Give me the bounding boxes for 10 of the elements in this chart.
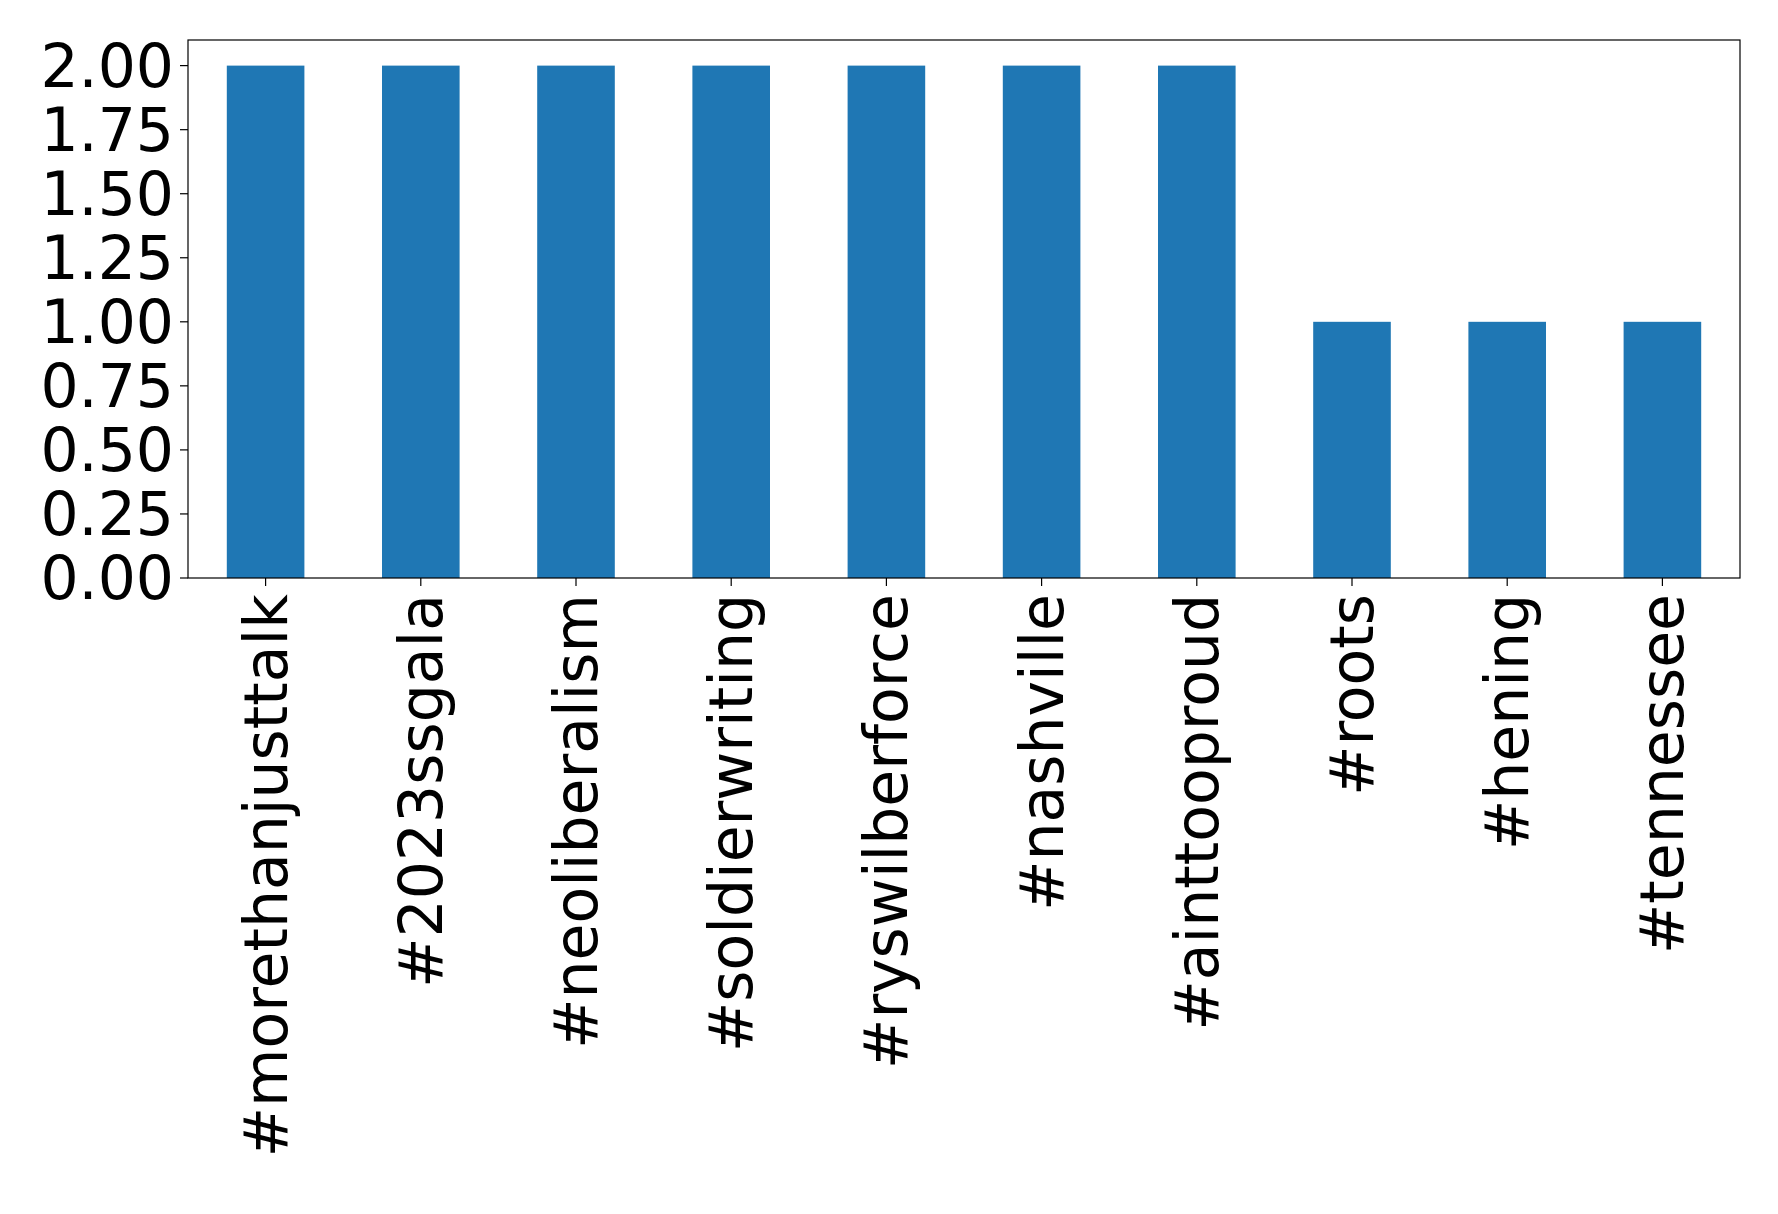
x-tick-label: #ryswilberforce — [851, 594, 922, 1069]
x-tick-label: #tennessee — [1627, 594, 1698, 955]
x-tick-label: #neoliberalism — [541, 594, 611, 1049]
x-tick-label: #nashville — [1006, 594, 1077, 911]
x-tick-label: #hening — [1472, 594, 1543, 851]
x-tick-label: #morethanjusttalk — [230, 593, 301, 1158]
x-tick-label: #roots — [1317, 594, 1387, 796]
x-tick-label: #soldierwriting — [696, 594, 767, 1052]
x-tick-label: #2023ssgala — [385, 594, 456, 988]
x-tick-label: #ainttooproud — [1161, 594, 1232, 1031]
